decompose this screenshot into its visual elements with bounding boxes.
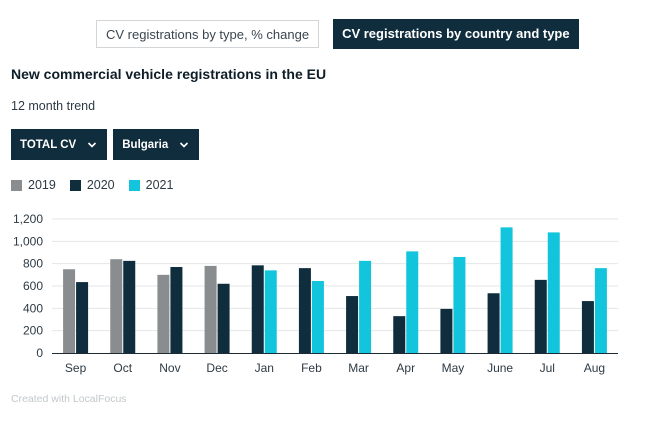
legend-item-2020[interactable]: 2020 xyxy=(69,178,115,192)
bar-2021-aug[interactable] xyxy=(594,268,607,353)
chart-subtitle: 12 month trend xyxy=(11,99,96,113)
x-tick-label: Nov xyxy=(159,361,180,375)
bar-2020-feb[interactable] xyxy=(298,268,311,353)
bar-2019-oct[interactable] xyxy=(110,259,123,353)
credit-text: Created with LocalFocus xyxy=(11,393,127,405)
filter-bar: TOTAL CV Bulgaria xyxy=(11,129,200,160)
bar-2021-may[interactable] xyxy=(453,256,466,353)
bar-2020-jan[interactable] xyxy=(251,265,264,353)
bar-2021-mar[interactable] xyxy=(359,260,372,353)
y-tick-label: 800 xyxy=(23,257,43,271)
x-tick-label: Feb xyxy=(301,361,322,375)
x-tick-label: June xyxy=(487,361,513,375)
tab-cv-registrations-by-type[interactable]: CV registrations by type, % change xyxy=(96,20,320,48)
legend-swatch-2019 xyxy=(11,179,22,191)
vehicle-type-dropdown[interactable]: TOTAL CV xyxy=(11,129,108,160)
bar-2020-oct[interactable] xyxy=(123,260,136,353)
country-label: Bulgaria xyxy=(122,138,169,151)
legend-swatch-2021 xyxy=(128,179,140,191)
bar-2021-june[interactable] xyxy=(500,227,513,353)
vehicle-type-label: TOTAL CV xyxy=(20,138,77,151)
x-tick-label: Jul xyxy=(540,361,555,375)
bar-2021-jan[interactable] xyxy=(264,270,277,353)
x-tick-label: Apr xyxy=(396,361,415,375)
bar-2021-jul[interactable] xyxy=(547,232,560,353)
y-tick-label: 400 xyxy=(23,301,43,315)
bar-2020-sep[interactable] xyxy=(76,282,89,353)
bar-2021-apr[interactable] xyxy=(406,251,419,353)
chevron-down-icon xyxy=(180,141,189,148)
tab-bar: CV registrations by type, % change CV re… xyxy=(96,19,579,49)
x-tick-label: Sep xyxy=(65,361,87,375)
x-tick-label: Aug xyxy=(584,361,605,375)
legend-label-2019: 2019 xyxy=(28,178,56,192)
bar-2020-nov[interactable] xyxy=(170,267,183,353)
x-tick-label: Oct xyxy=(113,361,132,375)
y-tick-label: 1,000 xyxy=(13,234,43,248)
y-tick-label: 200 xyxy=(23,324,43,338)
country-dropdown[interactable]: Bulgaria xyxy=(113,129,200,160)
legend-label-2020: 2020 xyxy=(86,178,115,192)
x-tick-label: May xyxy=(442,361,465,375)
y-tick-label: 1,200 xyxy=(13,212,43,226)
legend-item-2019[interactable]: 2019 xyxy=(11,178,56,192)
bar-2020-jul[interactable] xyxy=(534,279,547,353)
bar-2020-june[interactable] xyxy=(487,293,500,353)
legend-item-2021[interactable]: 2021 xyxy=(128,178,174,192)
x-tick-label: Mar xyxy=(348,361,369,375)
bar-2019-nov[interactable] xyxy=(157,274,170,353)
bar-2019-dec[interactable] xyxy=(204,265,217,353)
bar-2020-may[interactable] xyxy=(440,308,453,353)
tab-cv-registrations-by-country[interactable]: CV registrations by country and type xyxy=(333,19,579,49)
chart-title: New commercial vehicle registrations in … xyxy=(11,66,327,82)
bar-2020-aug[interactable] xyxy=(581,301,594,353)
legend-swatch-2020 xyxy=(69,179,81,191)
legend-label-2021: 2021 xyxy=(145,178,174,192)
bar-2021-feb[interactable] xyxy=(311,280,324,353)
y-tick-label: 600 xyxy=(23,279,43,293)
bar-2020-mar[interactable] xyxy=(346,296,359,353)
bar-chart: 0 200 400 600 800 1,000 1,200 Sep Oct Nov Dec Jan Fe… xyxy=(13,212,618,375)
chart-legend: 2019 2020 2021 xyxy=(11,178,173,192)
chevron-down-icon xyxy=(88,141,97,148)
y-tick-label: 0 xyxy=(36,346,43,360)
bar-2019-sep[interactable] xyxy=(63,269,76,353)
bar-2020-dec[interactable] xyxy=(217,283,230,353)
x-tick-label: Jan xyxy=(255,361,274,375)
x-tick-label: Dec xyxy=(206,361,227,375)
bar-2020-apr[interactable] xyxy=(393,316,406,353)
